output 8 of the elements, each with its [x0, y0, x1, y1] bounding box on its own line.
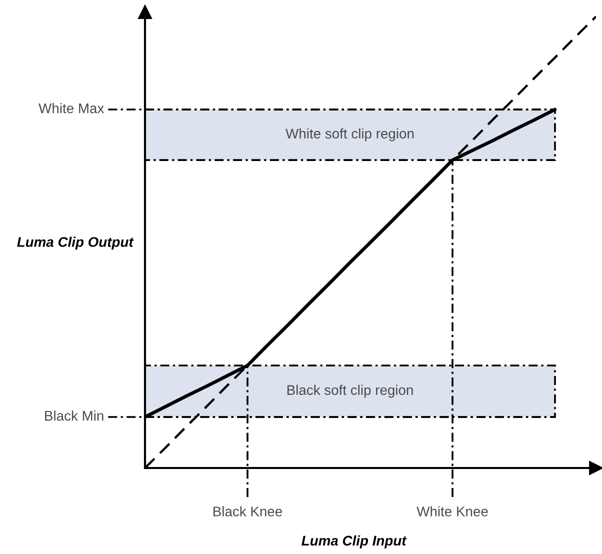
y-axis-title: Luma Clip Output	[17, 236, 134, 250]
ref-line-label: White Max	[38, 103, 104, 114]
band-label: Black soft clip region	[287, 384, 413, 398]
x-tick-label: White Knee	[416, 506, 488, 516]
x-tick-label: Black Knee	[214, 506, 282, 516]
x-axis-title: Luma Clip Input	[302, 535, 407, 548]
band-label: White soft clip region	[286, 128, 414, 142]
ref-line-label: Black Min	[45, 410, 104, 421]
